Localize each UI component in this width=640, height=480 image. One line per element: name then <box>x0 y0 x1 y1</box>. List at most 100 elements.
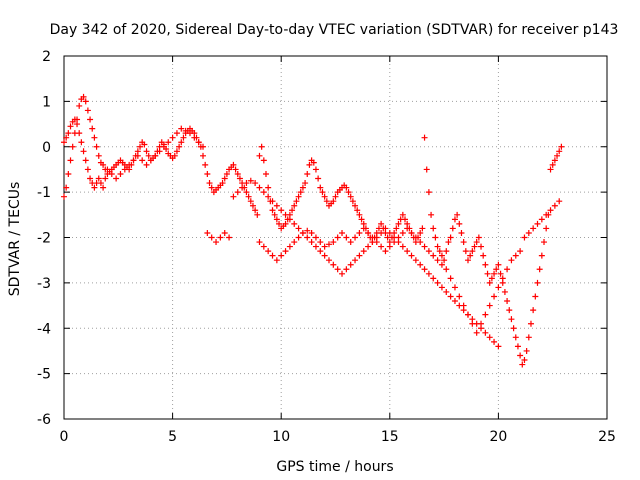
data-point <box>234 189 241 196</box>
data-point <box>232 166 239 173</box>
data-point <box>349 198 356 205</box>
data-point <box>173 130 180 137</box>
data-point <box>425 248 432 255</box>
data-point <box>200 152 207 159</box>
data-point <box>443 248 450 255</box>
data-point <box>378 229 385 236</box>
data-point <box>332 193 339 200</box>
data-point <box>243 180 250 187</box>
data-point <box>404 225 411 232</box>
y-tick-label: -4 <box>37 321 51 337</box>
data-point <box>206 180 213 187</box>
data-point <box>454 211 461 218</box>
data-point <box>63 184 70 191</box>
data-point <box>208 184 215 191</box>
x-tick-label: 15 <box>381 429 399 445</box>
data-point <box>510 325 517 332</box>
data-point <box>339 229 346 236</box>
data-point <box>438 284 445 291</box>
data-point <box>102 175 109 182</box>
data-point <box>399 243 406 250</box>
data-point <box>334 266 341 273</box>
data-point <box>430 225 437 232</box>
data-point <box>145 152 152 159</box>
data-point <box>252 207 259 214</box>
data-point <box>347 261 354 268</box>
data-point <box>325 241 332 248</box>
data-point <box>291 239 298 246</box>
data-point <box>91 184 98 191</box>
data-point <box>425 270 432 277</box>
data-point <box>104 166 111 173</box>
data-point <box>343 234 350 241</box>
data-point <box>221 229 228 236</box>
chart-title: Day 342 of 2020, Sidereal Day-to-day VTE… <box>50 22 619 38</box>
data-point <box>137 143 144 150</box>
data-point <box>464 257 471 264</box>
data-point <box>482 311 489 318</box>
data-point <box>519 361 526 368</box>
data-point <box>441 257 448 264</box>
data-point <box>423 166 430 173</box>
data-point <box>269 198 276 205</box>
data-point <box>304 227 311 234</box>
data-point <box>486 334 493 341</box>
data-point <box>514 343 521 350</box>
data-point <box>447 293 454 300</box>
data-point <box>223 170 230 177</box>
data-point <box>269 207 276 214</box>
data-point <box>508 316 515 323</box>
data-point <box>504 266 511 273</box>
data-point <box>312 234 319 241</box>
data-point <box>501 288 508 295</box>
data-point <box>499 275 506 282</box>
data-point <box>182 127 189 134</box>
data-point <box>508 257 515 264</box>
data-point <box>395 239 402 246</box>
data-point <box>254 211 261 218</box>
data-point <box>299 229 306 236</box>
data-point <box>517 248 524 255</box>
data-point <box>317 184 324 191</box>
data-point <box>408 252 415 259</box>
data-point <box>467 252 474 259</box>
data-point <box>495 284 502 291</box>
data-point <box>247 198 254 205</box>
data-point <box>171 152 178 159</box>
data-point <box>134 152 141 159</box>
data-point <box>243 189 250 196</box>
data-point <box>130 157 137 164</box>
data-point <box>523 347 530 354</box>
data-point <box>447 234 454 241</box>
data-point <box>525 229 532 236</box>
data-point <box>482 261 489 268</box>
data-point <box>399 229 406 236</box>
data-point <box>308 239 315 246</box>
y-tick-label: -2 <box>37 231 51 247</box>
data-point <box>100 161 107 168</box>
data-point <box>458 229 465 236</box>
y-tick-label: -3 <box>37 276 51 292</box>
data-point <box>469 248 476 255</box>
data-point <box>478 243 485 250</box>
data-point <box>304 170 311 177</box>
data-point <box>95 152 102 159</box>
data-point <box>462 248 469 255</box>
data-point <box>273 216 280 223</box>
data-point <box>536 266 543 273</box>
data-point <box>419 225 426 232</box>
data-point <box>347 239 354 246</box>
data-point <box>317 248 324 255</box>
data-point <box>486 302 493 309</box>
data-point <box>80 93 87 100</box>
data-point <box>249 202 256 209</box>
data-point <box>449 225 456 232</box>
data-point <box>512 252 519 259</box>
data-point <box>378 243 385 250</box>
data-point <box>421 266 428 273</box>
data-point <box>373 234 380 241</box>
data-point <box>360 248 367 255</box>
data-point <box>89 125 96 132</box>
data-point <box>230 193 237 200</box>
data-point <box>530 225 537 232</box>
